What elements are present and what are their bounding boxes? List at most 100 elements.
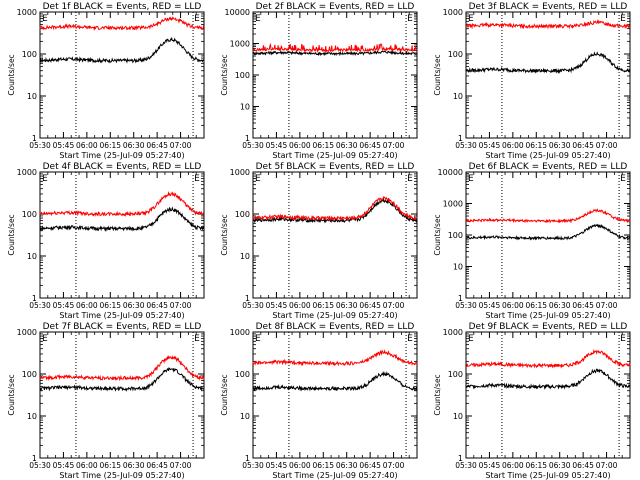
x-tick-label: 06:30 [549,301,571,310]
marker-e-label: E [620,334,626,344]
y-tick-label: 10 [240,103,250,112]
x-tick-label: 06:45 [146,461,168,470]
marker-e-label: E [407,334,413,344]
chart-title: Det 6f BLACK = Events, RED = LLD [469,162,628,172]
marker-e-label: E [468,14,474,24]
marker-e-label: E [42,334,48,344]
chart-panel-7: Det 7f BLACK = Events, RED = LLD 1 10 100 10… [7,322,205,480]
y-tick-label: 1000 [230,168,250,177]
chart-panel-2: Det 2f BLACK = Events, RED = LLD 1 10 100 10… [220,2,418,160]
y-tick-label: 10 [453,92,463,101]
y-axis-label: Counts/sec [220,214,229,255]
x-tick-label: 05:45 [53,301,75,310]
x-axis-label: Start Time (25-Jul-09 05:27:40) [59,471,184,480]
x-tick-label: 06:00 [502,301,524,310]
plot-frame [252,171,418,299]
x-tick-label: 06:00 [289,141,311,150]
y-tick-label: 100 [235,210,250,219]
x-tick-label: 06:15 [99,301,121,310]
x-tick-label: 06:30 [123,301,145,310]
chart-panel-8: Det 8f BLACK = Events, RED = LLD 1 10 100 10… [220,322,418,480]
x-tick-label: 06:15 [99,461,121,470]
x-tick-label: 06:30 [123,461,145,470]
y-tick-label: 100 [448,370,463,379]
x-tick-label: 06:30 [549,141,571,150]
y-tick-label: 1 [245,454,250,463]
x-tick-label: 06:15 [312,141,334,150]
x-tick-label: 05:45 [479,141,501,150]
y-tick-label: 100 [448,50,463,59]
x-tick-label: 07:00 [170,141,192,150]
y-tick-label: 1000 [17,8,37,17]
x-tick-label: 06:00 [76,141,98,150]
y-tick-label: 1000 [443,200,463,209]
y-tick-label: 10 [27,252,37,261]
x-tick-label: 06:15 [312,461,334,470]
x-tick-label: 05:45 [266,461,288,470]
chart-panel-4: Det 4f BLACK = Events, RED = LLD 1 10 100 10… [7,162,205,320]
series-line-lld [252,196,418,222]
y-tick-label: 1000 [230,40,250,49]
x-tick-label: 06:30 [336,461,358,470]
plot-frame [252,11,418,139]
x-tick-label: 05:30 [242,141,264,150]
x-tick-label: 07:00 [383,141,405,150]
x-tick-label: 05:30 [29,141,51,150]
marker-e-label: E [255,334,261,344]
y-tick-label: 1 [245,134,250,143]
x-tick-label: 05:30 [455,301,477,310]
x-axis-label: Start Time (25-Jul-09 05:27:40) [485,471,610,480]
marker-e-label: E [620,174,626,184]
chart-panel-5: Det 5f BLACK = Events, RED = LLD 1 10 100 10… [220,162,418,320]
x-tick-label: 06:15 [99,141,121,150]
x-tick-label: 06:45 [359,461,381,470]
x-tick-label: 06:30 [336,301,358,310]
y-tick-label: 100 [22,50,37,59]
chart-title: Det 9f BLACK = Events, RED = LLD [469,322,628,332]
chart-panel-6: Det 6f BLACK = Events, RED = LLD 1 10 100 10… [433,162,631,320]
x-tick-label: 06:45 [572,461,594,470]
marker-e-label: E [407,174,413,184]
x-tick-label: 05:45 [53,461,75,470]
x-axis-label: Start Time (25-Jul-09 05:27:40) [272,471,397,480]
y-tick-label: 10 [453,412,463,421]
x-tick-label: 05:30 [455,461,477,470]
x-tick-label: 06:00 [502,461,524,470]
series-line-lld [466,208,631,224]
y-tick-label: 1 [458,134,463,143]
y-tick-label: 10 [240,252,250,261]
chart-title: Det 1f BLACK = Events, RED = LLD [43,2,202,12]
y-tick-label: 10 [27,92,37,101]
x-tick-label: 07:00 [383,301,405,310]
x-axis-label: Start Time (25-Jul-09 05:27:40) [272,311,397,320]
x-axis-label: Start Time (25-Jul-09 05:27:40) [485,151,610,160]
y-tick-label: 1 [32,134,37,143]
x-tick-label: 05:30 [29,461,51,470]
series-line-events [465,368,631,390]
x-tick-label: 05:45 [266,141,288,150]
y-axis-label: Counts/sec [220,54,229,95]
y-tick-label: 1 [458,454,463,463]
marker-e-label: E [620,14,626,24]
y-tick-label: 1 [458,294,463,303]
y-tick-label: 10 [27,412,37,421]
marker-e-label: E [255,174,261,184]
y-axis-label: Counts/sec [7,214,16,255]
x-tick-label: 06:30 [336,141,358,150]
x-tick-label: 05:45 [53,141,75,150]
y-tick-label: 1000 [230,328,250,337]
y-axis-label: Counts/sec [433,374,442,415]
x-tick-label: 07:00 [596,301,618,310]
series-line-events [465,51,630,75]
x-tick-label: 06:00 [289,301,311,310]
x-tick-label: 07:00 [383,461,405,470]
marker-e-label: E [194,334,200,344]
series-line-lld [39,355,205,382]
plot-frame [39,331,205,459]
plot-frame [465,171,631,299]
x-tick-label: 06:45 [572,141,594,150]
x-tick-label: 07:00 [170,461,192,470]
x-tick-label: 05:30 [29,301,51,310]
y-axis-label: Counts/sec [7,54,16,95]
